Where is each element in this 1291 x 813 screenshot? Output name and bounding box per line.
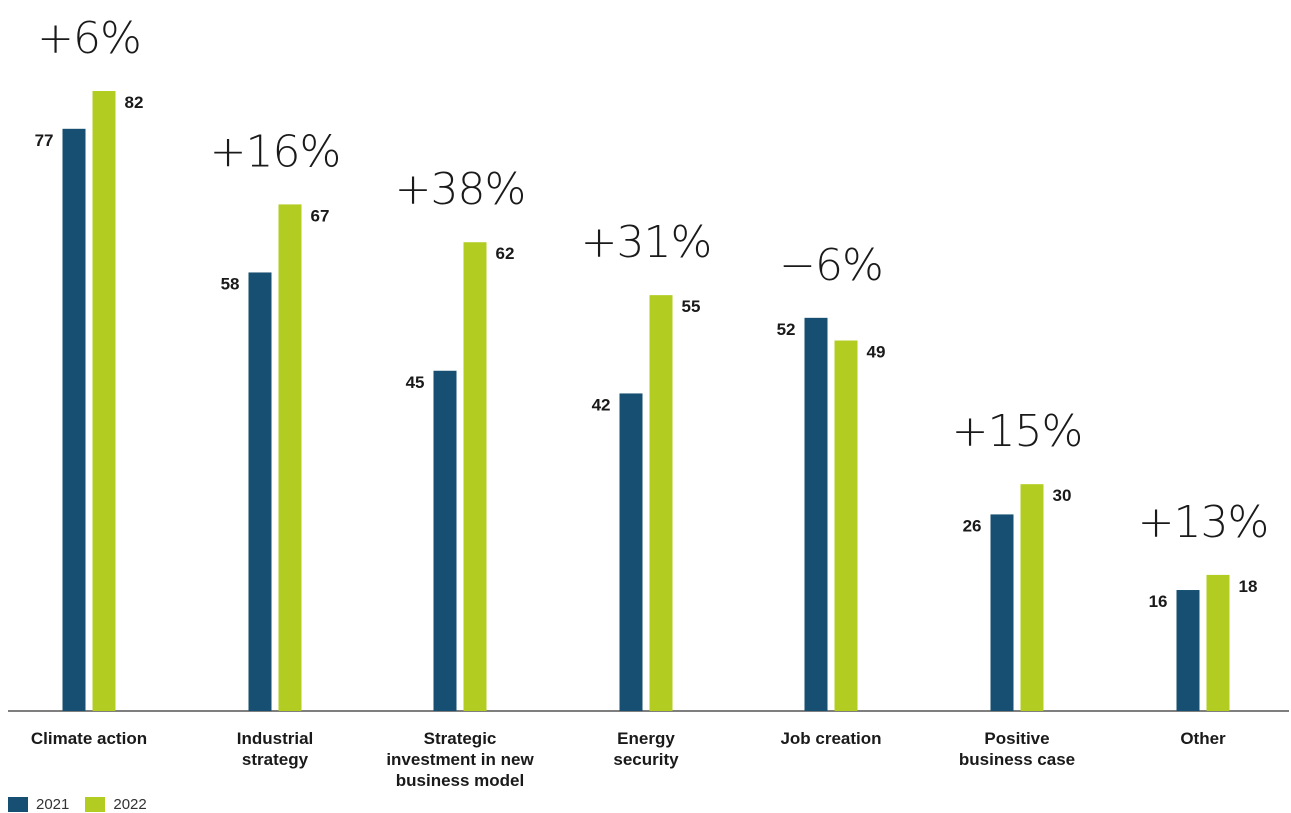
data-label-2022: 18 bbox=[1239, 577, 1258, 596]
bar-2022 bbox=[649, 295, 673, 711]
category-label-line: Energy bbox=[617, 729, 675, 748]
category-label-line: business case bbox=[959, 750, 1075, 769]
data-label-2021: 42 bbox=[592, 395, 611, 414]
change-label: −6% bbox=[779, 240, 883, 291]
category-label-line: Climate action bbox=[31, 729, 147, 748]
bar-2021 bbox=[433, 370, 457, 711]
data-label-2021: 77 bbox=[35, 131, 54, 150]
data-label-2021: 58 bbox=[221, 274, 240, 293]
legend-swatch-2022 bbox=[85, 796, 106, 812]
legend-item-2022: 2022 bbox=[85, 795, 147, 813]
data-label-2022: 62 bbox=[496, 244, 515, 263]
data-label-2021: 52 bbox=[777, 320, 796, 339]
change-label: +38% bbox=[395, 164, 526, 215]
change-label: +16% bbox=[210, 126, 341, 177]
category-label-line: Job creation bbox=[780, 729, 881, 748]
category-label-line: Industrial bbox=[237, 729, 314, 748]
bar-2021 bbox=[804, 317, 828, 711]
change-label: +13% bbox=[1138, 497, 1269, 548]
data-label-2022: 67 bbox=[311, 206, 330, 225]
change-label: +15% bbox=[952, 406, 1083, 457]
bar-2021 bbox=[1176, 590, 1200, 711]
bar-2021 bbox=[248, 272, 272, 711]
data-label-2021: 26 bbox=[963, 516, 982, 535]
category-label-line: Positive bbox=[984, 729, 1049, 748]
bar-2021 bbox=[62, 128, 86, 711]
legend: 2021 2022 bbox=[8, 795, 163, 813]
bar-2022 bbox=[463, 242, 487, 711]
category-label-line: Other bbox=[1180, 729, 1226, 748]
data-label-2022: 82 bbox=[125, 93, 144, 112]
bar-2021 bbox=[619, 393, 643, 711]
change-label: +6% bbox=[37, 13, 141, 64]
data-label-2022: 30 bbox=[1053, 486, 1072, 505]
category-label: Job creation bbox=[780, 729, 881, 748]
data-label-2022: 49 bbox=[867, 343, 886, 362]
data-label-2021: 16 bbox=[1149, 592, 1168, 611]
bar-2021 bbox=[990, 514, 1014, 711]
category-label-line: Strategic bbox=[424, 729, 497, 748]
legend-swatch-2021 bbox=[8, 796, 28, 812]
category-label-line: strategy bbox=[242, 750, 309, 769]
change-label: +31% bbox=[581, 217, 712, 268]
legend-item-2021: 2021 bbox=[8, 796, 69, 813]
legend-label-2022: 2022 bbox=[113, 795, 147, 813]
category-label: Climate action bbox=[31, 729, 147, 748]
category-label-line: investment in new bbox=[386, 750, 534, 769]
data-label-2022: 55 bbox=[682, 297, 701, 316]
bar-2022 bbox=[834, 340, 858, 711]
category-label: Industrial strategy bbox=[237, 729, 314, 769]
bar-2022 bbox=[278, 204, 302, 712]
category-label: Other bbox=[1180, 729, 1226, 748]
bar-2022 bbox=[92, 91, 116, 711]
category-label-line: security bbox=[613, 750, 679, 769]
category-label-line: business model bbox=[396, 771, 524, 790]
bar-2022 bbox=[1206, 574, 1230, 711]
bar-2022 bbox=[1020, 484, 1044, 711]
category-label: Strategic investment in new business model bbox=[386, 729, 534, 790]
category-label: Energy security bbox=[613, 729, 679, 769]
data-label-2021: 45 bbox=[406, 373, 425, 392]
category-label: Positive business case bbox=[959, 729, 1075, 769]
legend-label-2021: 2021 bbox=[36, 795, 70, 813]
